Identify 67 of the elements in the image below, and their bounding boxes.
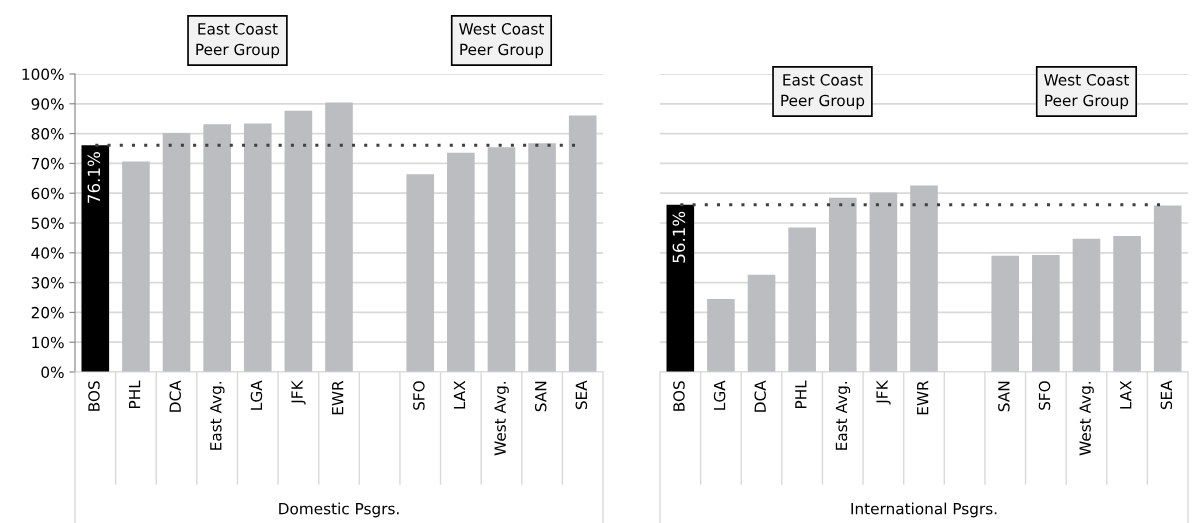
x-tick-label: LAX xyxy=(453,380,466,409)
y-tick-label: 70% xyxy=(31,157,64,170)
bar xyxy=(869,192,898,372)
x-tick-label: SAN xyxy=(534,381,547,412)
x-tick-label: East Avg. xyxy=(835,381,851,450)
bar xyxy=(487,147,516,372)
x-axis-title: Domestic Psgrs. xyxy=(279,502,399,518)
text: East Coast Peer Group xyxy=(196,23,280,59)
bar xyxy=(447,152,475,372)
x-tick-label: West Avg. xyxy=(494,381,509,456)
y-tick-label: 50% xyxy=(31,217,64,230)
bar xyxy=(707,298,735,372)
bar xyxy=(528,143,556,372)
bar xyxy=(406,174,435,372)
bar xyxy=(1032,254,1060,372)
x-tick-label: LGA xyxy=(713,380,726,410)
x-tick-label: SFO xyxy=(1038,381,1051,410)
bar xyxy=(666,204,695,372)
text: West Coast Peer Group xyxy=(459,23,544,59)
bar xyxy=(828,197,857,372)
bar xyxy=(747,274,776,372)
x-tick-label: EWR xyxy=(917,380,929,415)
x-tick-label: EWR xyxy=(332,380,344,415)
x-tick-label: PHL xyxy=(795,380,807,409)
x-tick-label: SEA xyxy=(575,380,588,410)
y-tick-label: 100% xyxy=(22,68,64,81)
bar xyxy=(243,123,272,372)
y-tick-label: 80% xyxy=(31,128,64,140)
bar xyxy=(1072,238,1101,372)
annotation: East Coast Peer Group xyxy=(781,74,865,110)
y-tick-label: 40% xyxy=(31,247,64,259)
bar xyxy=(81,145,110,372)
bar xyxy=(325,102,353,372)
bar xyxy=(788,227,816,372)
x-tick-label: BOS xyxy=(88,381,100,411)
x-tick-label: LAX xyxy=(1120,380,1132,409)
x-tick-label: PHL xyxy=(129,380,141,409)
x-tick-label: LGA xyxy=(250,380,263,410)
y-tick-label: 30% xyxy=(31,277,64,289)
y-tick-label: 90% xyxy=(31,98,64,110)
bar xyxy=(122,161,150,372)
x-axis-title: International Psgrs. xyxy=(851,502,997,518)
x-tick-label: DCA xyxy=(754,380,766,412)
x-tick-label: West Avg. xyxy=(1079,381,1094,456)
bar xyxy=(1153,205,1182,372)
x-tick-label: SFO xyxy=(413,381,425,410)
bar xyxy=(284,110,313,372)
data-label: 76.1% xyxy=(87,152,101,203)
x-tick-label: BOS xyxy=(673,381,685,411)
y-tick-label: 60% xyxy=(31,187,64,200)
x-tick-label: SAN xyxy=(998,381,1010,412)
annotation: West Coast Peer Group xyxy=(1044,74,1129,110)
x-tick-label: East Avg. xyxy=(210,381,225,450)
bar xyxy=(162,133,191,372)
x-tick-label: SEA xyxy=(1160,380,1173,410)
bar xyxy=(568,115,597,372)
x-tick-label: JFK xyxy=(876,380,891,405)
bar xyxy=(991,255,1020,372)
x-tick-label: DCA xyxy=(169,380,181,412)
bar xyxy=(203,124,231,372)
bar xyxy=(910,185,938,372)
x-tick-label: JFK xyxy=(291,380,306,405)
y-tick-label: 10% xyxy=(32,336,64,349)
y-tick-label: 20% xyxy=(31,306,64,319)
y-tick-label: 0% xyxy=(41,366,64,379)
bar xyxy=(1113,236,1141,372)
data-label: 56.1% xyxy=(672,211,686,263)
